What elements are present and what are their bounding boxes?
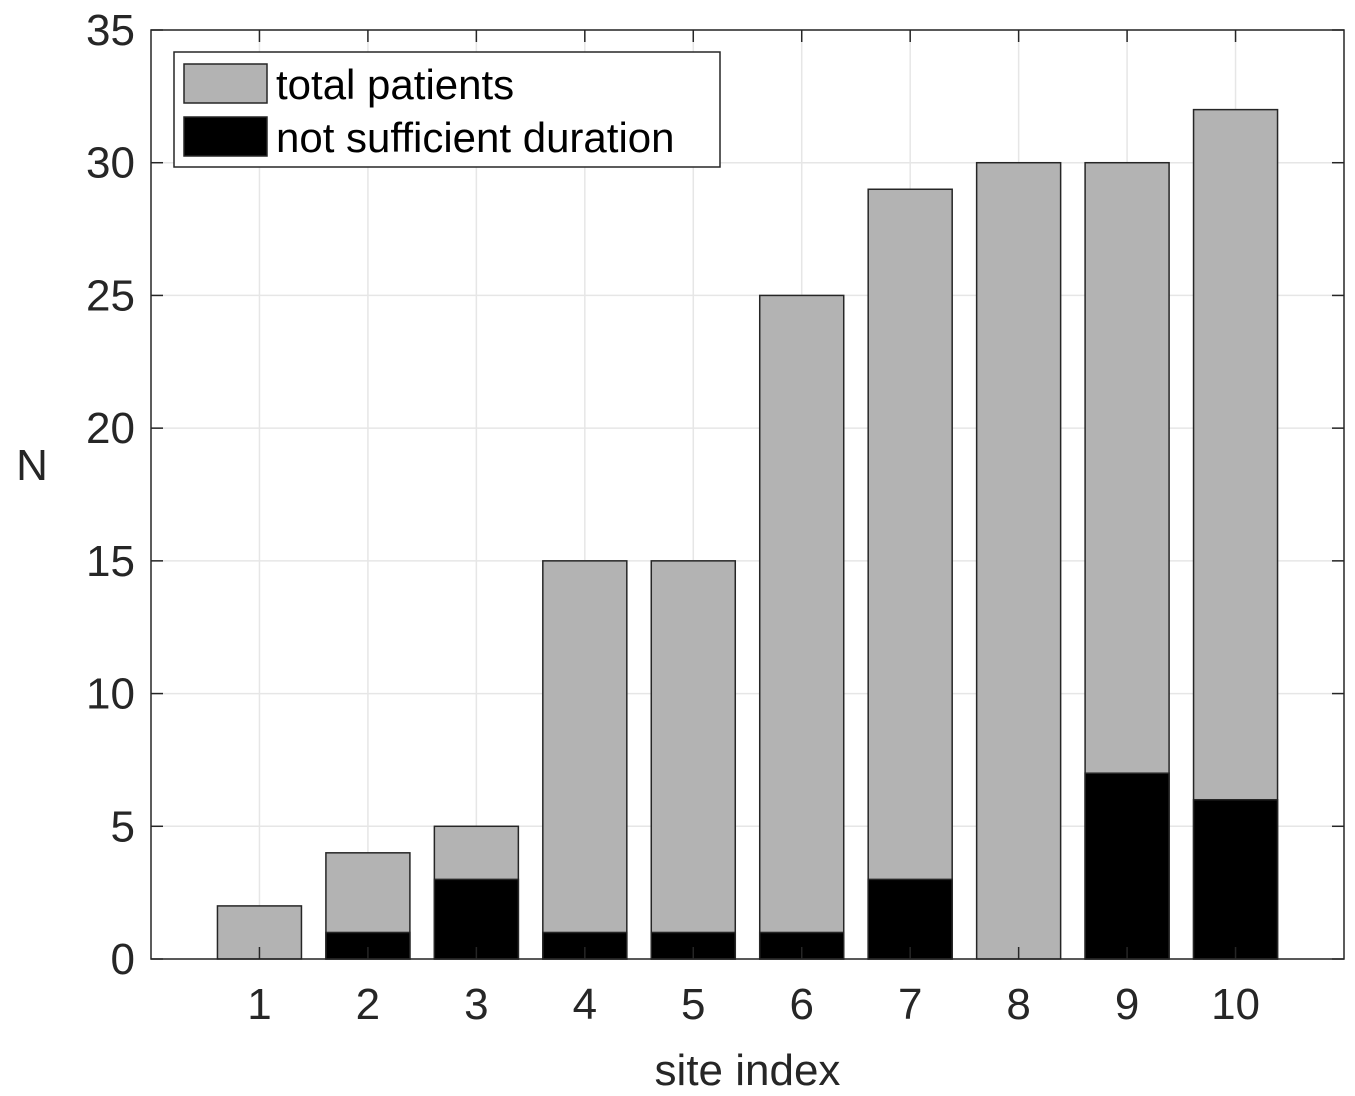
x-tick-label: 3 — [464, 980, 488, 1029]
y-tick-label: 15 — [86, 537, 135, 586]
y-tick-label: 20 — [86, 404, 135, 453]
legend: total patients not sufficient duration — [173, 51, 721, 168]
x-tick-label: 5 — [681, 980, 705, 1029]
axis-ticks — [151, 29, 1344, 960]
bar-total-patients-8 — [975, 161, 1062, 960]
x-tick-label: 9 — [1115, 980, 1139, 1029]
y-tick-label: 30 — [86, 139, 135, 188]
bar-total-patients-5 — [650, 560, 737, 960]
y-tick-label: 35 — [86, 6, 135, 55]
legend-swatch-not-sufficient-duration — [183, 116, 268, 157]
legend-label-total-patients: total patients — [276, 61, 514, 108]
bars-group — [216, 108, 1279, 960]
bar-not-sufficient-duration-2 — [325, 931, 411, 960]
x-tick-label: 6 — [789, 980, 813, 1029]
x-tick-label: 4 — [573, 980, 597, 1029]
bar-not-sufficient-duration-9 — [1084, 772, 1170, 960]
bar-total-patients-6 — [758, 294, 845, 960]
y-axis-label: N — [16, 441, 48, 490]
y-tick-label: 10 — [86, 670, 135, 719]
legend-label-not-sufficient-duration: not sufficient duration — [276, 114, 675, 161]
axes-box — [150, 29, 1345, 960]
x-axis-label: site index — [655, 1046, 841, 1095]
x-tick-label: 2 — [356, 980, 380, 1029]
tick-labels: 0 5 10 15 20 25 30 35 1 2 3 4 5 6 7 8 9 10 — [86, 6, 1260, 1029]
y-tick-label: 5 — [111, 802, 135, 851]
bar-not-sufficient-duration-10 — [1192, 798, 1279, 960]
bar-total-patients-4 — [542, 560, 628, 960]
bar-not-sufficient-duration-7 — [867, 878, 953, 960]
x-tick-label: 7 — [898, 980, 922, 1029]
x-tick-label: 1 — [247, 980, 271, 1029]
legend-swatch-total-patients — [183, 63, 268, 104]
y-tick-label: 25 — [86, 271, 135, 320]
bar-not-sufficient-duration-3 — [433, 878, 520, 960]
x-tick-label: 8 — [1006, 980, 1030, 1029]
y-tick-label: 0 — [111, 935, 135, 984]
x-tick-label: 10 — [1211, 980, 1260, 1029]
bar-total-patients-7 — [867, 188, 953, 960]
